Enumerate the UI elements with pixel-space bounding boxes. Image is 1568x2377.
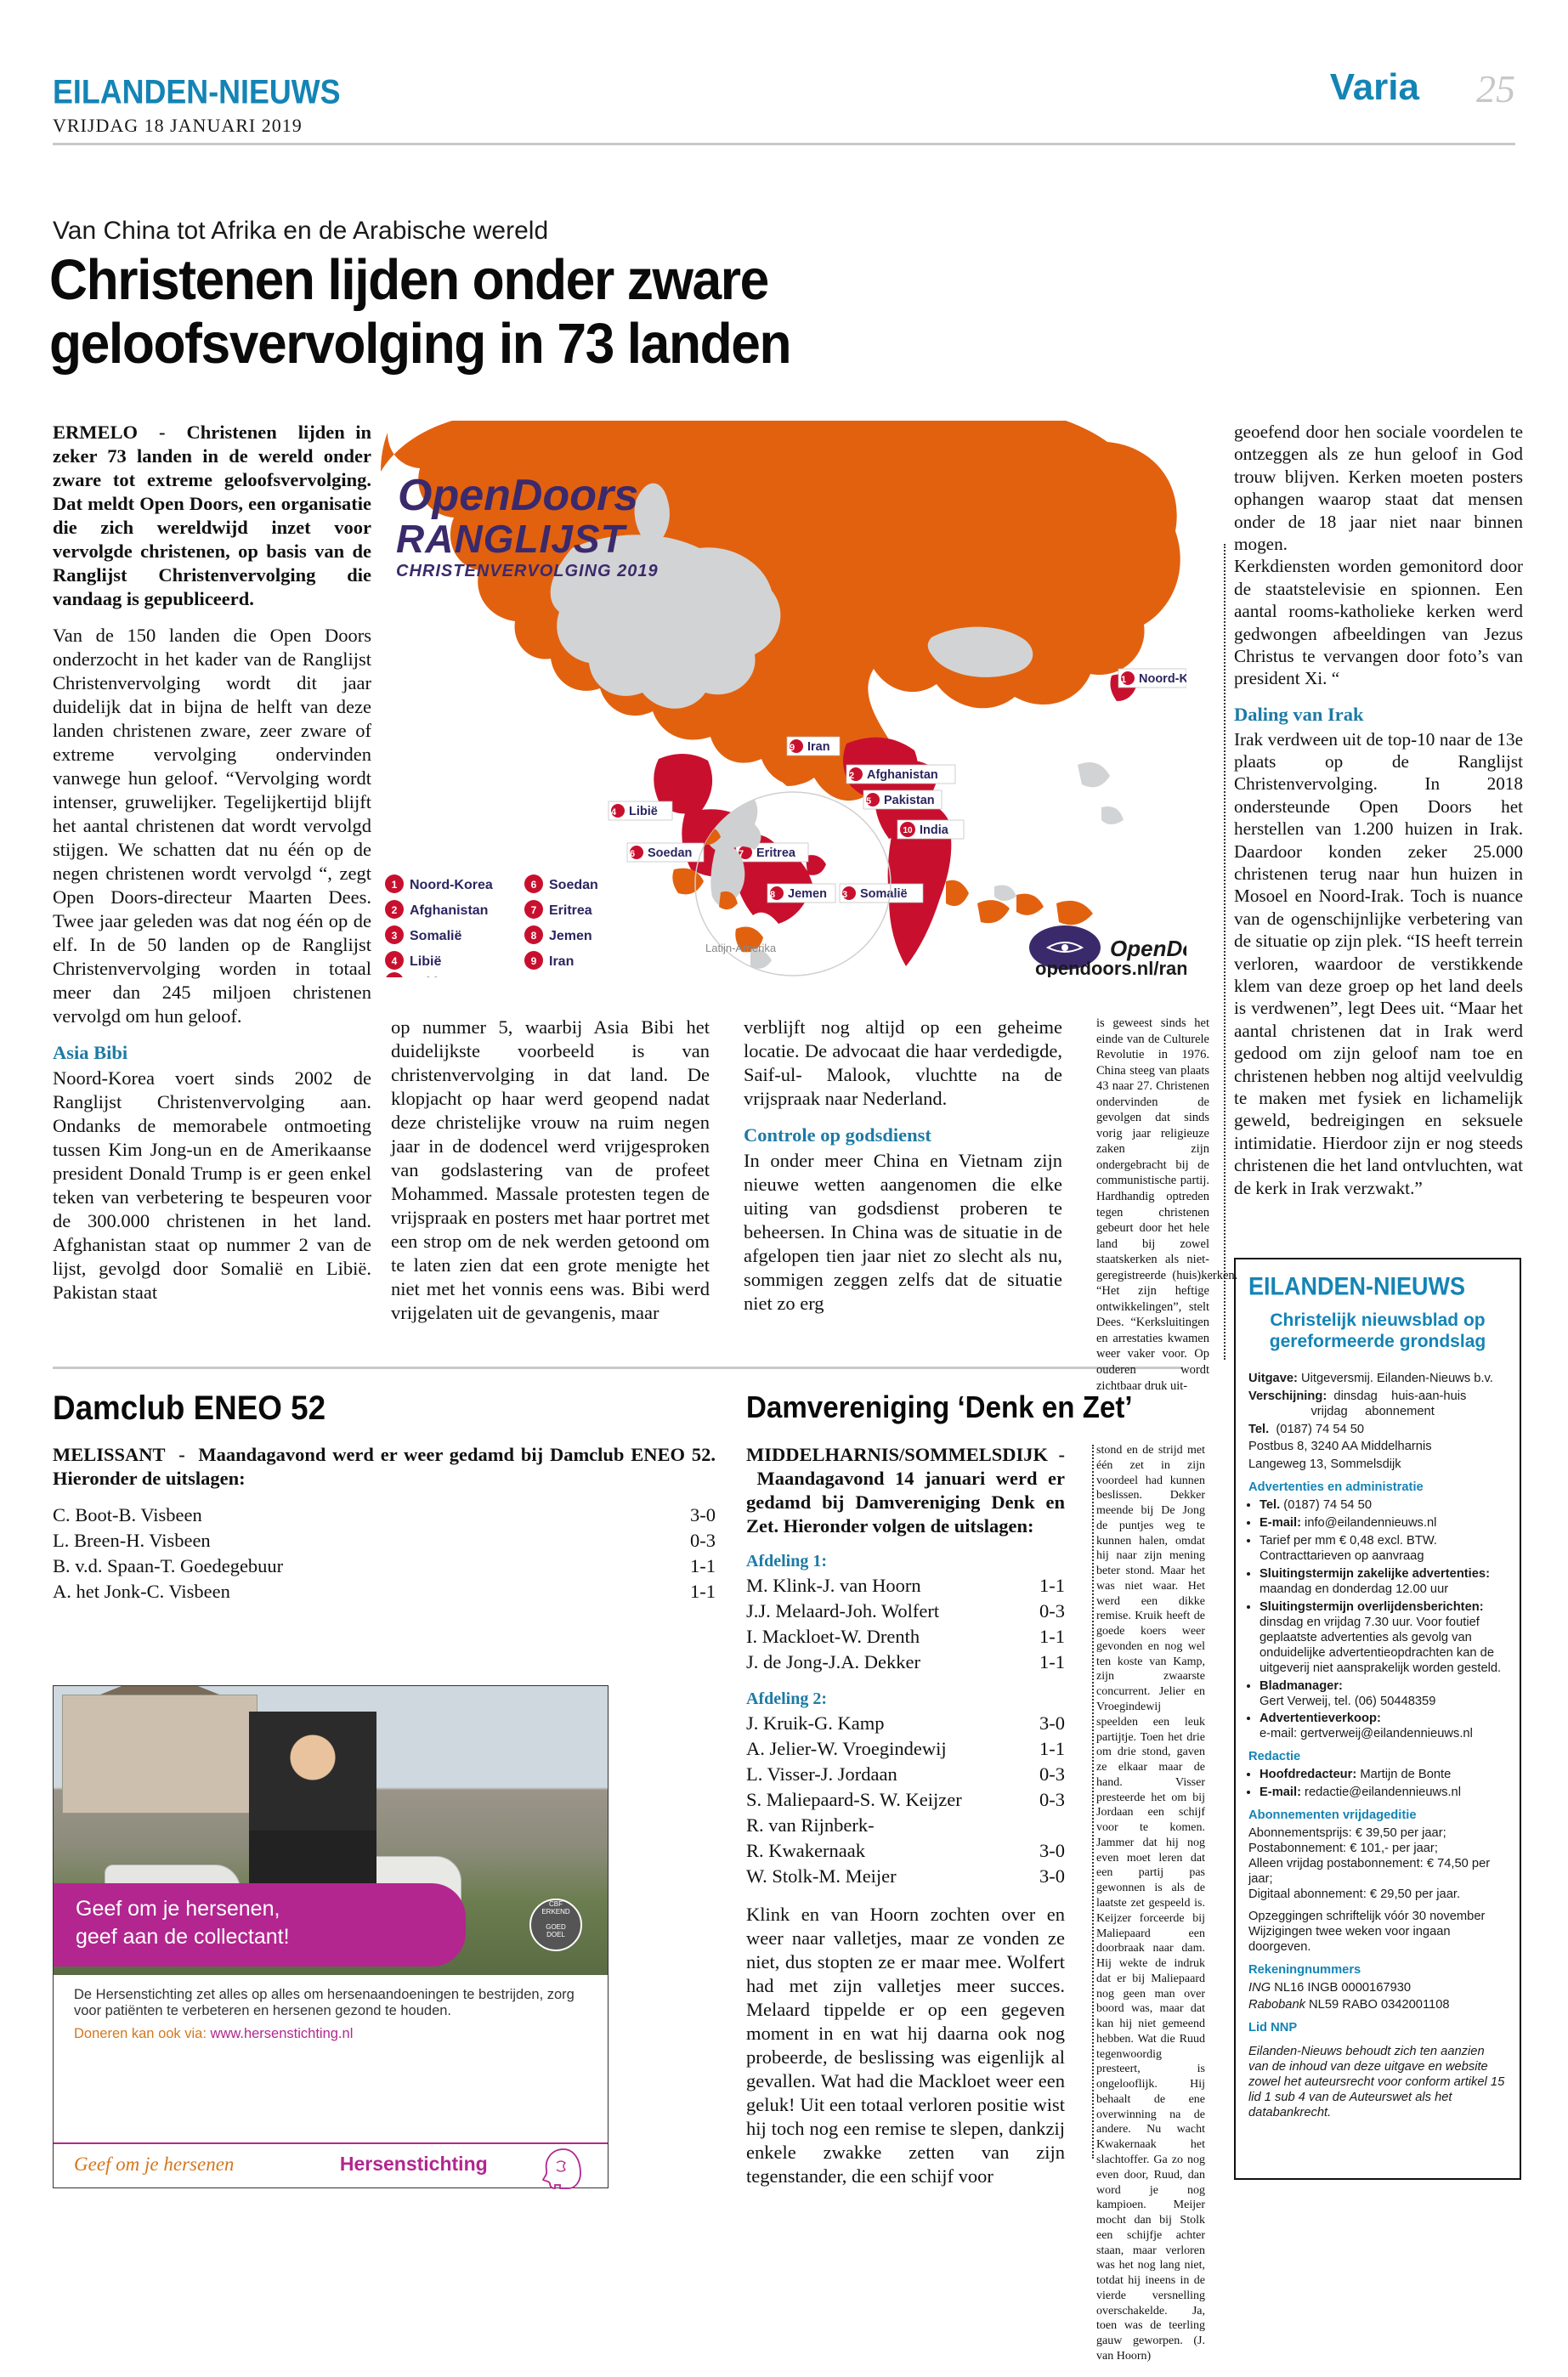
- svg-text:Jemen: Jemen: [788, 887, 827, 901]
- svg-text:Pakistan: Pakistan: [884, 794, 935, 807]
- svg-text:OpenDoors: OpenDoors: [398, 471, 638, 520]
- svg-text:Noord-Korea: Noord-Korea: [410, 878, 493, 892]
- svg-text:4: 4: [611, 807, 617, 818]
- svg-text:7: 7: [531, 904, 537, 916]
- svg-text:3: 3: [392, 930, 398, 942]
- svg-text:Iran: Iran: [807, 740, 830, 754]
- svg-text:2: 2: [392, 904, 398, 916]
- svg-text:Libië: Libië: [410, 954, 441, 969]
- svg-text:Somalië: Somalië: [410, 929, 461, 943]
- svg-text:9: 9: [531, 955, 537, 967]
- svg-text:2: 2: [849, 771, 854, 781]
- svg-text:1: 1: [392, 879, 398, 891]
- svg-text:India: India: [920, 823, 949, 837]
- svg-text:Afghanistan: Afghanistan: [867, 768, 938, 782]
- svg-text:Pakistan: Pakistan: [410, 976, 466, 977]
- svg-text:Iran: Iran: [549, 954, 574, 969]
- svg-text:8: 8: [531, 930, 537, 942]
- svg-text:10: 10: [903, 826, 913, 835]
- svg-text:Eritrea: Eritrea: [549, 903, 592, 918]
- svg-text:CHRISTENVERVOLGING 2019: CHRISTENVERVOLGING 2019: [396, 562, 659, 580]
- svg-text:5: 5: [392, 976, 398, 977]
- svg-text:3: 3: [842, 890, 847, 900]
- svg-text:Afghanistan: Afghanistan: [410, 903, 488, 918]
- svg-text:Soedan: Soedan: [648, 846, 692, 860]
- svg-text:1: 1: [1121, 675, 1126, 685]
- svg-text:5: 5: [866, 796, 871, 806]
- svg-text:RANGLIJST: RANGLIJST: [396, 517, 628, 561]
- svg-text:opendoors.nl/ranglijst: opendoors.nl/ranglijst: [1035, 958, 1186, 977]
- svg-text:Soedan: Soedan: [549, 878, 598, 892]
- svg-text:4: 4: [392, 955, 398, 967]
- svg-text:Noord-Korea: Noord-Korea: [1139, 672, 1186, 686]
- svg-text:6: 6: [531, 879, 537, 891]
- svg-text:Eritrea: Eritrea: [756, 846, 796, 860]
- svg-text:Libië: Libië: [629, 805, 658, 818]
- svg-text:6: 6: [630, 849, 635, 859]
- svg-text:Latijn-Amerika: Latijn-Amerika: [705, 942, 777, 954]
- svg-text:Jemen: Jemen: [549, 929, 592, 943]
- svg-text:Somalië: Somalië: [860, 887, 908, 901]
- svg-text:8: 8: [770, 890, 775, 900]
- svg-text:9: 9: [790, 743, 795, 753]
